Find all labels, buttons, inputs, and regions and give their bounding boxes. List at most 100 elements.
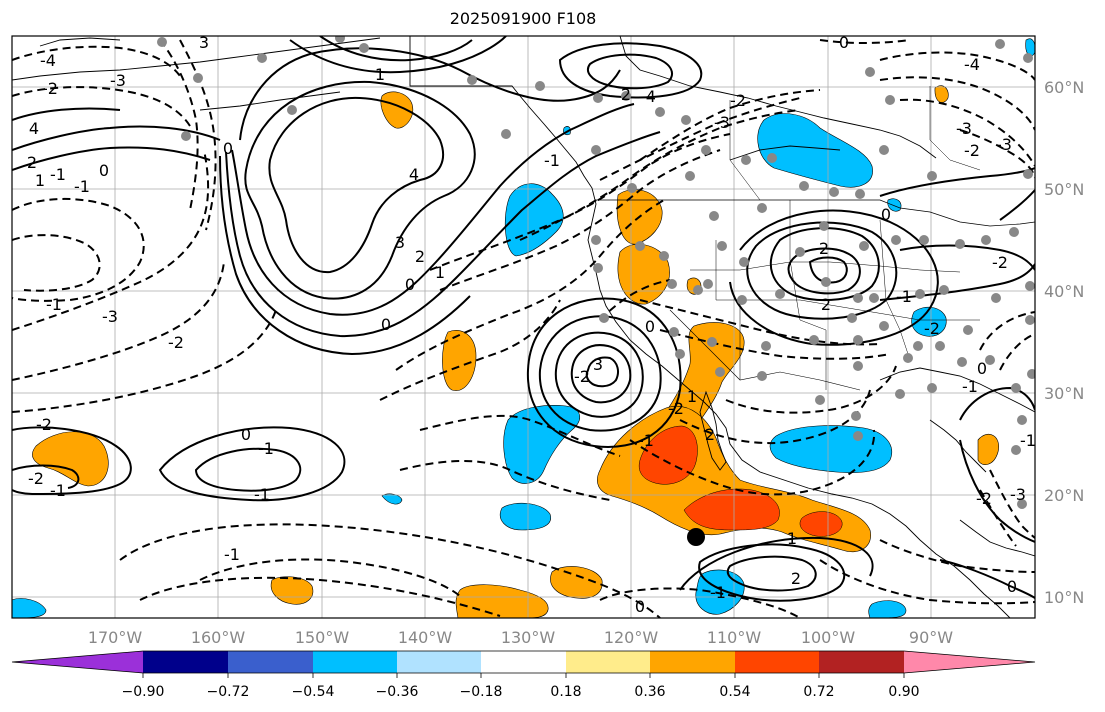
svg-text:-1: -1 <box>962 377 978 396</box>
svg-text:-2: -2 <box>992 253 1008 272</box>
lon-label: 110°W <box>707 628 762 647</box>
colorbar-segment <box>313 651 397 673</box>
svg-text:-2: -2 <box>574 367 590 386</box>
svg-text:-2: -2 <box>924 319 940 338</box>
svg-text:0: 0 <box>635 597 645 616</box>
svg-text:0: 0 <box>99 161 109 180</box>
colorbar-tick: 0.54 <box>719 684 750 700</box>
lon-label: 130°W <box>501 628 556 647</box>
lat-label: 30°N <box>1044 384 1084 403</box>
lat-label: 50°N <box>1044 180 1084 199</box>
svg-text:-3: -3 <box>110 71 126 90</box>
colorbar-segment <box>904 651 1035 673</box>
map-frame <box>11 35 1036 619</box>
colorbar-tick: −0.36 <box>376 684 419 700</box>
svg-text:0: 0 <box>977 359 987 378</box>
colorbar-tick: 0.72 <box>803 684 834 700</box>
svg-text:-2: -2 <box>976 489 992 508</box>
svg-text:-1: -1 <box>254 485 270 504</box>
colorbar-tick: −0.18 <box>460 684 503 700</box>
negative-contours <box>12 39 1035 618</box>
strong-positive-shading <box>638 425 843 537</box>
svg-text:-1: -1 <box>224 545 240 564</box>
svg-text:-3: -3 <box>956 119 972 138</box>
lon-label: 170°W <box>88 628 143 647</box>
colorbar-segment <box>228 651 313 673</box>
svg-text:-2: -2 <box>964 141 980 160</box>
svg-text:-1: -1 <box>638 431 654 450</box>
colorbar-segment <box>819 651 904 673</box>
lon-label: 140°W <box>398 628 453 647</box>
colorbar-tick: −0.90 <box>122 684 165 700</box>
svg-text:2: 2 <box>821 295 831 314</box>
svg-text:-2: -2 <box>36 415 52 434</box>
svg-text:-1: -1 <box>50 165 66 184</box>
svg-text:1: 1 <box>787 529 797 548</box>
coastlines <box>12 36 1035 618</box>
colorbar-tick: 0.18 <box>550 684 581 700</box>
svg-text:-1: -1 <box>896 287 912 306</box>
svg-text:-1: -1 <box>74 177 90 196</box>
colorbar-segment <box>397 651 481 673</box>
latitude-labels: 60°N 50°N 40°N 30°N 20°N 10°N <box>1044 78 1084 607</box>
colorbar: −0.90 −0.72 −0.54 −0.36 −0.18 0.18 0.36 … <box>11 650 1036 700</box>
svg-text:-4: -4 <box>40 51 56 70</box>
lon-label: 120°W <box>604 628 659 647</box>
svg-text:-1: -1 <box>50 481 66 500</box>
svg-text:1: 1 <box>375 65 385 84</box>
svg-text:4: 4 <box>409 165 419 184</box>
svg-text:-2: -2 <box>668 399 684 418</box>
colorbar-tick: 0.36 <box>634 684 665 700</box>
positive-contours <box>12 36 1035 602</box>
map-title: 2025091900 F108 <box>449 9 597 28</box>
svg-text:-4: -4 <box>964 55 980 74</box>
svg-text:-2: -2 <box>730 91 746 110</box>
svg-text:2: 2 <box>791 569 801 588</box>
graticule <box>12 36 1035 618</box>
svg-text:0: 0 <box>223 139 233 158</box>
lat-label: 20°N <box>1044 486 1084 505</box>
svg-text:-1: -1 <box>710 583 726 602</box>
longitude-labels: 170°W 160°W 150°W 140°W 130°W 120°W 110°… <box>88 628 953 647</box>
colorbar-segment <box>566 651 650 673</box>
svg-text:3: 3 <box>593 355 603 374</box>
colorbar-segment <box>143 651 228 673</box>
svg-text:-2: -2 <box>42 79 58 98</box>
svg-text:2: 2 <box>415 247 425 266</box>
lon-label: 100°W <box>801 628 856 647</box>
colorbar-tick: −0.72 <box>207 684 250 700</box>
svg-text:0: 0 <box>645 317 655 336</box>
svg-text:-1: -1 <box>544 151 560 170</box>
svg-text:-3: -3 <box>1010 485 1026 504</box>
station-dots <box>157 36 1035 509</box>
lat-label: 10°N <box>1044 588 1084 607</box>
lon-label: 160°W <box>191 628 246 647</box>
svg-text:2: 2 <box>819 239 829 258</box>
svg-text:0: 0 <box>381 315 391 334</box>
svg-text:-1: -1 <box>258 439 274 458</box>
lat-label: 40°N <box>1044 282 1084 301</box>
svg-text:-3: -3 <box>996 135 1012 154</box>
svg-text:1: 1 <box>435 263 445 282</box>
contour-labels: 4 3 2 0 1 -4 -3 -2 -1 -1 2 0 1 4 3 0 -1 … <box>27 33 1036 616</box>
svg-text:0: 0 <box>839 33 849 52</box>
svg-text:3: 3 <box>199 33 209 52</box>
svg-text:2: 2 <box>621 85 631 104</box>
location-marker <box>687 528 705 546</box>
lon-label: 150°W <box>295 628 350 647</box>
lon-label: 90°W <box>909 628 953 647</box>
svg-text:-3: -3 <box>102 307 118 326</box>
svg-text:1: 1 <box>35 171 45 190</box>
svg-text:-1: -1 <box>1020 431 1036 450</box>
svg-text:0: 0 <box>1007 577 1017 596</box>
colorbar-segment <box>735 651 819 673</box>
svg-text:2: 2 <box>27 153 37 172</box>
svg-text:0: 0 <box>881 205 891 224</box>
svg-text:-2: -2 <box>168 333 184 352</box>
svg-text:-3: -3 <box>714 113 730 132</box>
svg-text:-1: -1 <box>46 295 62 314</box>
svg-text:4: 4 <box>29 119 39 138</box>
colorbar-tick: 0.90 <box>888 684 919 700</box>
negative-shading <box>12 38 1035 618</box>
